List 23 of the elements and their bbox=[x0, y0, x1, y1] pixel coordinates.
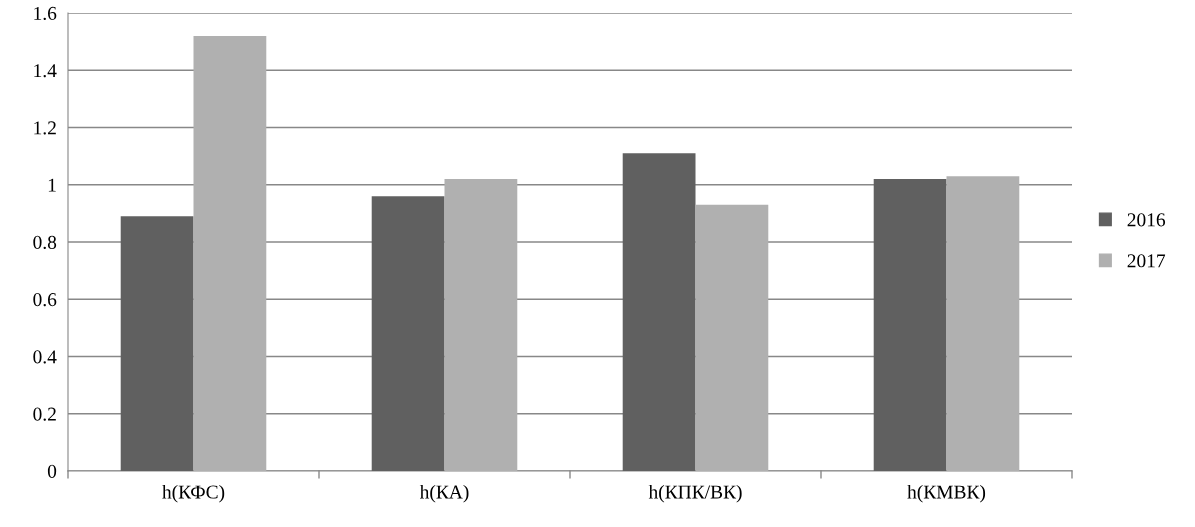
bar bbox=[946, 176, 1020, 471]
y-tick-label: 1.2 bbox=[34, 121, 56, 135]
y-tick-label: 0.8 bbox=[33, 235, 57, 250]
y-tick-label: 1 bbox=[48, 178, 56, 192]
bar bbox=[873, 179, 947, 471]
x-tick-label: h(КМВК) bbox=[907, 484, 986, 503]
x-tick-label: h(КА) bbox=[419, 484, 469, 503]
bar bbox=[622, 153, 696, 471]
bar bbox=[695, 204, 769, 471]
y-tick-label: 0.6 bbox=[33, 293, 57, 307]
y-tick-label: 0.4 bbox=[33, 350, 57, 364]
legend-label: 2016 bbox=[1127, 213, 1166, 227]
bar bbox=[371, 196, 445, 471]
y-tick-label: 0 bbox=[47, 464, 57, 478]
x-tick-label: h(КПК/ВК) bbox=[648, 484, 742, 503]
y-tick-label: 0.2 bbox=[33, 407, 56, 421]
bar bbox=[193, 35, 267, 471]
bar bbox=[120, 216, 194, 471]
y-tick-label: 1.6 bbox=[34, 6, 57, 21]
bar bbox=[444, 179, 518, 471]
x-tick-label: h(КФС) bbox=[162, 484, 225, 503]
legend-label: 2017 bbox=[1127, 254, 1166, 268]
y-tick-label: 1.4 bbox=[34, 64, 57, 78]
